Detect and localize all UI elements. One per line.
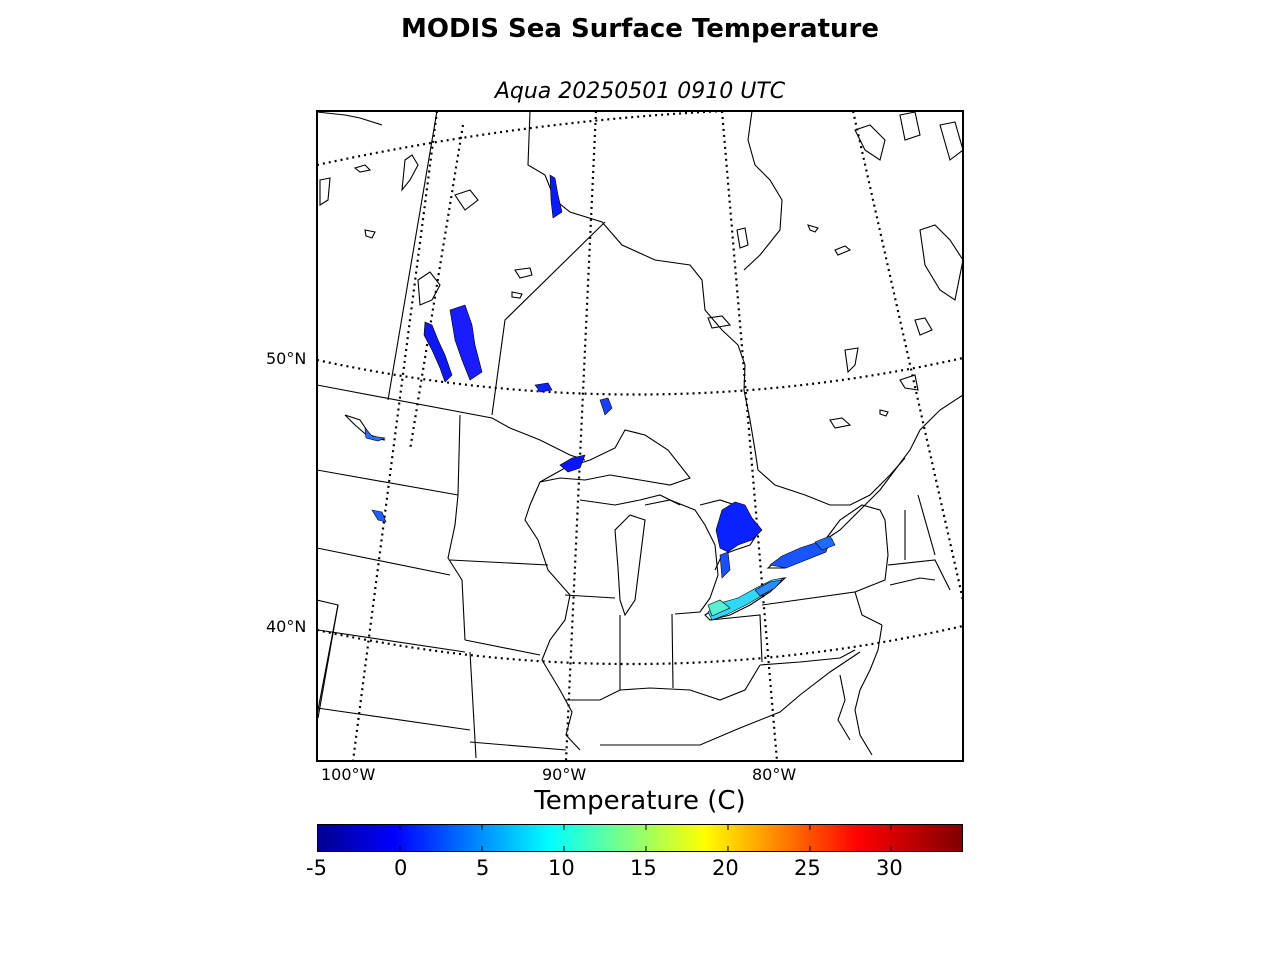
- figure-title: MODIS Sea Surface Temperature: [401, 14, 879, 44]
- sst-lake-winnipeg: [449, 304, 483, 381]
- sst-lake-erie-west: [707, 599, 731, 617]
- lon-label-100w: 100°W: [321, 765, 376, 784]
- sst-lake-erie-east: [754, 579, 783, 597]
- sst-lake-nipigon: [599, 397, 613, 416]
- colorbar-tick-label: 10: [548, 856, 575, 880]
- colorbar-tick-label: -5: [306, 856, 327, 880]
- colorbar-ticks: [399, 825, 892, 851]
- meridian-95w: [408, 124, 465, 451]
- lon-label-80w: 80°W: [752, 765, 797, 784]
- meridian-100w: [351, 111, 439, 761]
- sst-lake-ontario-east: [814, 535, 836, 551]
- figure-subtitle: Aqua 20250501 0910 UTC: [494, 79, 786, 104]
- colorbar-title: Temperature (C): [534, 786, 746, 816]
- colorbar: [317, 824, 963, 852]
- map-frame: [316, 110, 964, 762]
- colorbar-tick-label: 20: [712, 856, 739, 880]
- sst-lake-manitoba: [423, 321, 453, 383]
- sst-superior-west: [559, 454, 586, 473]
- lon-label-90w: 90°W: [542, 765, 587, 784]
- sst-oahe: [371, 509, 387, 523]
- lat-label-50n: 50°N: [266, 349, 307, 368]
- sst-lake-of-woods: [534, 382, 553, 393]
- coastlines-and-borders: [317, 111, 963, 759]
- meridian-80w: [720, 111, 779, 761]
- sst-lake-sakakawea: [364, 427, 387, 442]
- sst-northern-lake: [549, 174, 563, 219]
- colorbar-tick-label: 30: [876, 856, 903, 880]
- colorbar-tick-label: 25: [794, 856, 821, 880]
- parallel-40n: [317, 624, 963, 666]
- colorbar-tick-label: 5: [476, 856, 490, 880]
- sst-lake-huron-south: [719, 551, 731, 579]
- graticule: [317, 111, 963, 761]
- sst-lake-huron: [715, 501, 763, 553]
- map-panel: [317, 111, 963, 761]
- lat-label-40n: 40°N: [266, 617, 307, 636]
- sst-data: [364, 174, 836, 621]
- colorbar-tick-label: 15: [630, 856, 657, 880]
- meridian-90w: [564, 111, 598, 761]
- parallel-50n: [317, 356, 963, 396]
- colorbar-tick-label: 0: [394, 856, 408, 880]
